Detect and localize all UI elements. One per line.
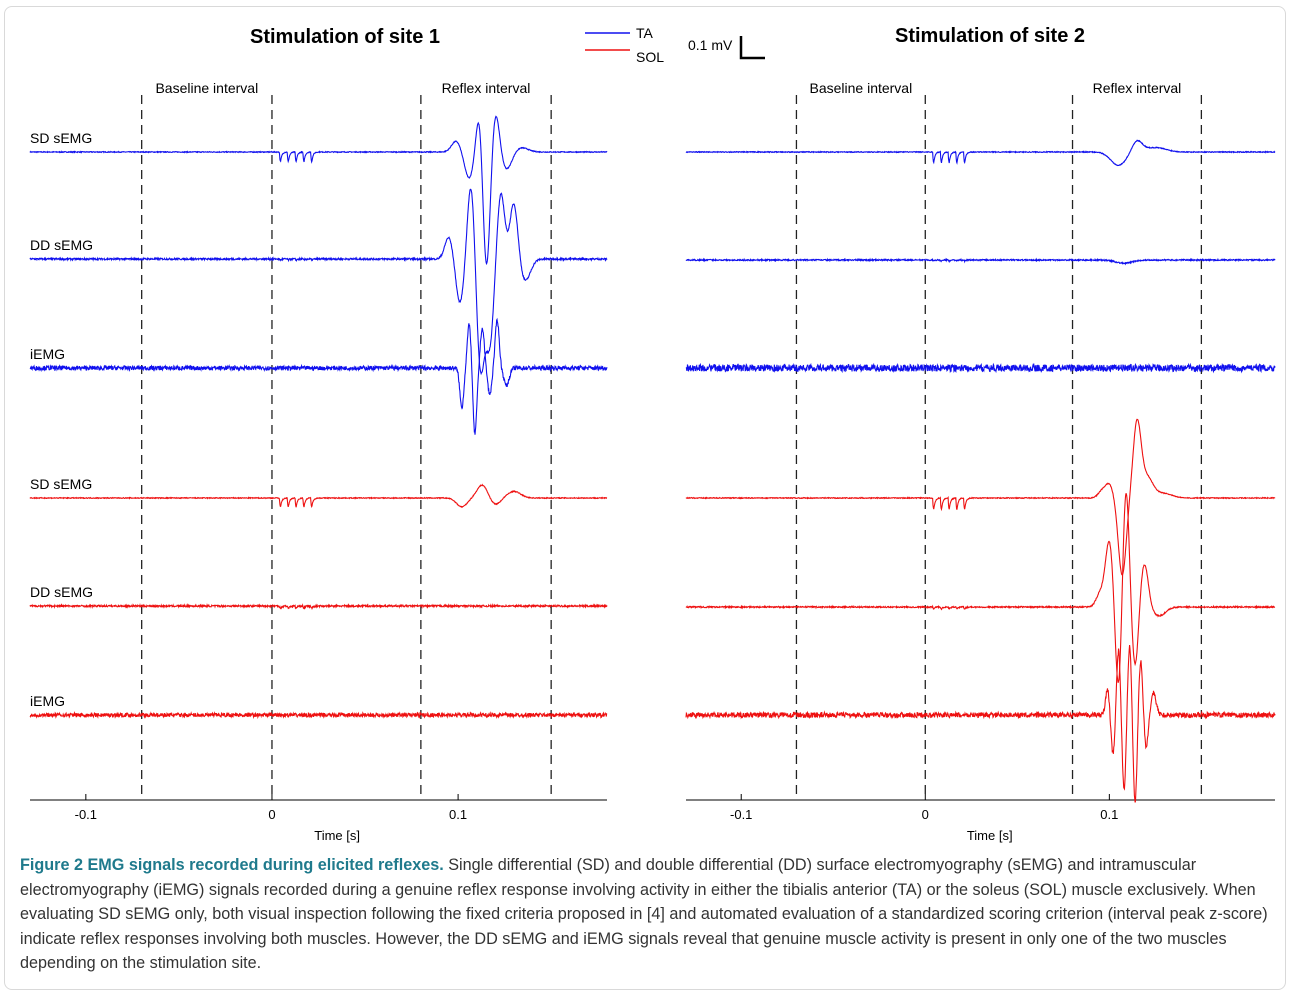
trace-sol-iemg xyxy=(29,711,608,720)
trace-label: DD sEMG xyxy=(30,237,93,253)
x-tick-label: 0 xyxy=(268,807,275,822)
x-tick-label: -0.1 xyxy=(75,807,97,822)
panel-site-1: -0.1 0 0.1 Time [s] Baseline interval Reflex … xyxy=(29,80,608,843)
trace-sol-dd-semg xyxy=(685,493,1276,683)
scale-bar-label: 0.1 mV xyxy=(688,37,733,53)
legend-sol-label: SOL xyxy=(636,49,664,65)
trace-ta-iemg xyxy=(29,317,608,435)
trace-sol-dd-semg xyxy=(29,602,608,611)
x-tick-label: 0 xyxy=(922,807,929,822)
x-tick-label: 0.1 xyxy=(1100,807,1118,822)
trace-ta-iemg xyxy=(685,362,1276,374)
legend-ta-label: TA xyxy=(636,25,654,41)
x-axis-label: Time [s] xyxy=(967,828,1013,843)
trace-ta-sd-semg xyxy=(29,115,608,266)
trace-label: DD sEMG xyxy=(30,584,93,600)
caption-body: Single differential (SD) and double diff… xyxy=(20,856,1268,972)
panel-title-site-2: Stimulation of site 2 xyxy=(895,25,1085,47)
trace-label: iEMG xyxy=(30,693,65,709)
trace-ta-dd-semg xyxy=(29,188,608,376)
trace-label: SD sEMG xyxy=(30,476,92,492)
interval-label: Baseline interval xyxy=(809,80,912,96)
figure-frame xyxy=(4,6,1286,990)
trace-label: SD sEMG xyxy=(30,130,92,146)
x-tick-label: 0.1 xyxy=(449,807,467,822)
scale-bar-mark xyxy=(739,36,765,60)
panel-title-site-1: Stimulation of site 1 xyxy=(250,26,440,48)
figure-caption: Figure 2 EMG signals recorded during eli… xyxy=(20,853,1282,976)
panel-site-2: -0.1 0 0.1 Time [s] Baseline interval Reflex … xyxy=(685,80,1276,843)
trace-label: iEMG xyxy=(30,346,65,362)
trace-ta-dd-semg xyxy=(685,257,1276,266)
trace-sol-sd-semg xyxy=(685,418,1276,576)
interval-label: Reflex interval xyxy=(1093,80,1182,96)
interval-label: Reflex interval xyxy=(442,80,531,96)
emg-figure: Stimulation of site 1 Stimulation of sit… xyxy=(29,25,1276,843)
interval-label: Baseline interval xyxy=(155,80,258,96)
trace-sol-iemg xyxy=(685,644,1276,803)
trace-sol-sd-semg xyxy=(29,483,608,509)
x-tick-label: -0.1 xyxy=(730,807,752,822)
x-axis-label: Time [s] xyxy=(314,828,360,843)
legend: TA SOL xyxy=(585,25,664,65)
caption-title: Figure 2 EMG signals recorded during eli… xyxy=(20,856,444,874)
scale-bar: 0.1 mV xyxy=(688,36,765,60)
trace-ta-sd-semg xyxy=(685,139,1276,167)
